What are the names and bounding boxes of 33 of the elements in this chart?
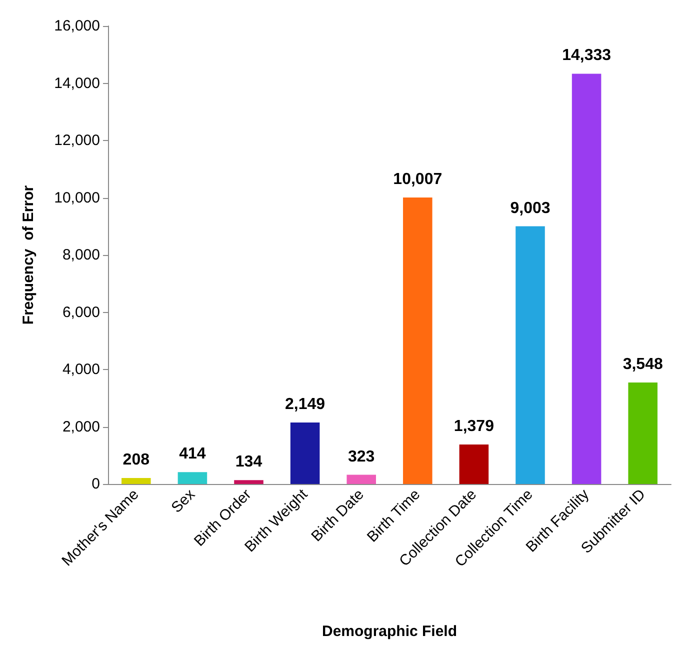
y-tick-label: 16,000 — [54, 18, 100, 34]
bar — [122, 478, 151, 484]
bar — [290, 422, 320, 484]
data-label: 14,333 — [562, 47, 612, 64]
data-label: 2,149 — [285, 396, 326, 413]
bar — [403, 198, 432, 484]
data-label: 10,007 — [393, 171, 442, 188]
x-axis-title: Demographic Field — [322, 623, 458, 640]
y-tick-label: 4,000 — [62, 361, 100, 378]
y-axis-title: Frequency of Error — [20, 185, 37, 325]
x-tick-label: Sex — [168, 486, 199, 516]
x-tick-label: Birth Date — [308, 486, 368, 546]
y-tick-label: 8,000 — [62, 246, 100, 264]
data-label: 1,379 — [454, 418, 494, 436]
data-label: 414 — [179, 446, 206, 463]
bar — [178, 472, 208, 484]
bar — [459, 444, 489, 484]
bar — [346, 474, 376, 484]
bar — [628, 382, 658, 484]
data-label: 9,003 — [510, 200, 550, 217]
y-tick-label: 2,000 — [62, 418, 100, 436]
data-label: 3,548 — [622, 356, 663, 373]
data-label: 208 — [122, 452, 150, 469]
bar — [234, 480, 264, 484]
y-tick-label: 0 — [92, 476, 100, 492]
bar — [516, 226, 545, 484]
y-tick-label: 10,000 — [54, 189, 100, 206]
y-tick-label: 14,000 — [54, 74, 100, 92]
y-tick-label: 6,000 — [62, 304, 100, 321]
data-label: 134 — [235, 454, 262, 471]
y-tick-label: 12,000 — [54, 132, 100, 149]
data-label: 323 — [348, 448, 375, 466]
bar — [572, 74, 602, 484]
